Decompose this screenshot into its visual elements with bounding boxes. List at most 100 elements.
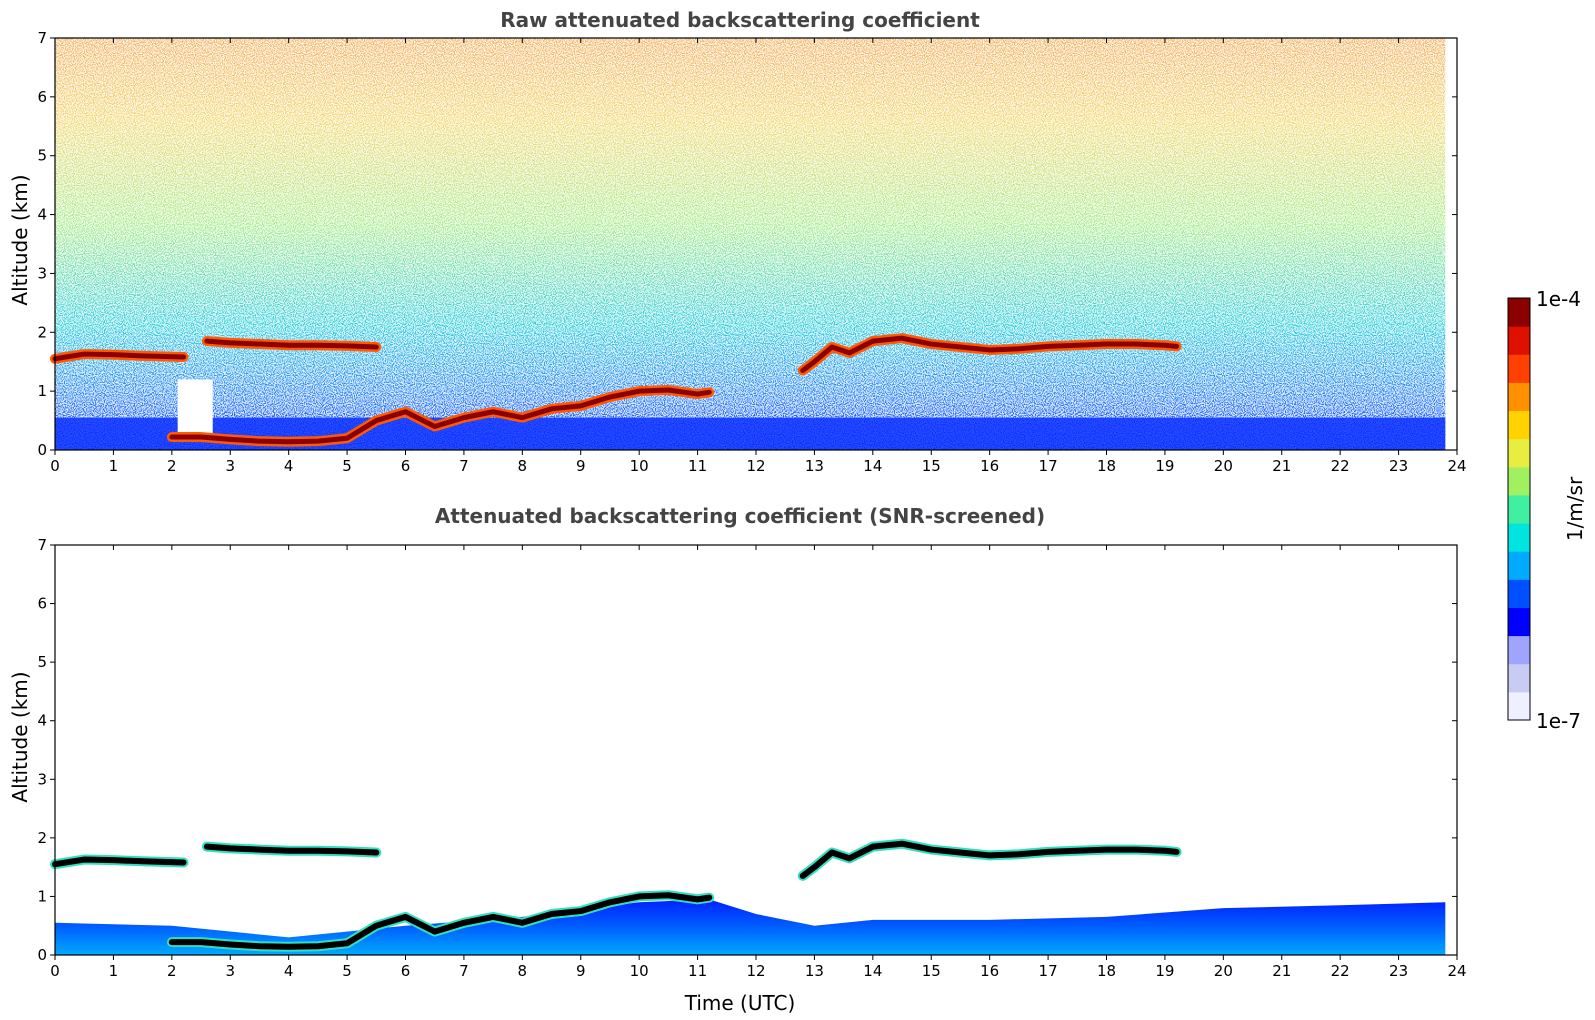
y-tick-label: 6: [37, 88, 47, 106]
raw-panel-title: Raw attenuated backscattering coefficien…: [500, 8, 980, 32]
x-tick-label: 22: [1331, 962, 1350, 980]
x-tick-label: 4: [284, 457, 294, 475]
x-tick-label: 19: [1155, 457, 1174, 475]
screened-x-axis-label: Time (UTC): [684, 991, 796, 1015]
x-tick-label: 18: [1097, 962, 1116, 980]
colorbar-step: [1508, 382, 1530, 412]
colorbar-step: [1508, 466, 1530, 496]
cloud-layer: [204, 338, 379, 350]
y-tick-label: 4: [37, 712, 47, 730]
x-tick-label: 23: [1389, 457, 1408, 475]
raw-y-axis-label: Altitude (km): [8, 174, 32, 305]
x-tick-label: 24: [1447, 962, 1466, 980]
x-tick-label: 13: [805, 457, 824, 475]
x-tick-label: 21: [1272, 962, 1291, 980]
x-tick-label: 24: [1447, 457, 1466, 475]
colorbar-step: [1508, 326, 1530, 355]
x-tick-label: 1: [109, 457, 119, 475]
x-tick-label: 8: [518, 962, 528, 980]
x-tick-label: 6: [401, 962, 411, 980]
colorbar-step: [1508, 410, 1530, 440]
y-tick-label: 2: [37, 323, 47, 341]
colorbar-step: [1508, 635, 1530, 665]
y-tick-label: 5: [37, 653, 47, 671]
colorbar-frame: [1507, 297, 1531, 721]
screened-cloud-layers: [50, 838, 1182, 952]
x-tick-label: 11: [688, 962, 707, 980]
colorbar: 1e-4 1e-7 1/m/sr: [1507, 287, 1587, 733]
x-tick-label: 11: [688, 457, 707, 475]
y-tick-label: 3: [37, 264, 47, 282]
colorbar-step: [1508, 438, 1530, 468]
cloud-layer: [168, 892, 713, 950]
raw-x-ticks: 0 1 2 3 4 5 6 7 8 9 10 11 12 13 14 15 16 17 18 19 20 21 22 23 24: [50, 38, 1467, 475]
x-tick-label: 19: [1155, 962, 1174, 980]
x-tick-label: 6: [401, 457, 411, 475]
x-tick-label: 7: [459, 962, 469, 980]
colorbar-max-label: 1e-4: [1536, 287, 1581, 311]
cloud-layer: [800, 335, 1180, 374]
cloud-layer: [52, 856, 187, 868]
y-tick-label: 1: [37, 887, 47, 905]
x-tick-label: 3: [225, 962, 235, 980]
colorbar-step: [1508, 579, 1530, 608]
screened-boundary-layer: [55, 899, 1446, 955]
colorbar-step: [1508, 607, 1530, 637]
x-tick-label: 13: [805, 962, 824, 980]
x-tick-label: 20: [1214, 962, 1233, 980]
cloud-layer: [799, 840, 1180, 879]
x-tick-label: 3: [225, 457, 235, 475]
y-tick-label: 2: [37, 829, 47, 847]
x-tick-label: 17: [1039, 962, 1058, 980]
y-tick-label: 6: [37, 595, 47, 613]
x-tick-label: 16: [980, 457, 999, 475]
x-tick-label: 15: [922, 457, 941, 475]
cloud-layer: [203, 843, 380, 856]
colorbar-min-label: 1e-7: [1536, 709, 1581, 733]
cloud-layer: [52, 351, 187, 362]
x-tick-label: 10: [630, 457, 649, 475]
raw-panel: Raw attenuated backscattering coefficien…: [8, 8, 1467, 475]
x-tick-label: 14: [863, 457, 882, 475]
x-tick-label: 18: [1097, 457, 1116, 475]
colorbar-step: [1508, 691, 1530, 721]
colorbar-step: [1508, 298, 1530, 327]
x-tick-label: 12: [746, 457, 765, 475]
screened-y-ticks: 0 1 2 3 4 5 6 7: [37, 536, 1457, 964]
y-tick-label: 7: [37, 536, 47, 554]
x-tick-label: 2: [167, 962, 177, 980]
x-tick-label: 9: [576, 457, 586, 475]
raw-noise-speckle: [55, 38, 1446, 450]
y-tick-label: 1: [37, 382, 47, 400]
x-tick-label: 9: [576, 962, 586, 980]
x-tick-label: 16: [980, 962, 999, 980]
x-tick-label: 0: [50, 962, 60, 980]
colorbar-step: [1508, 663, 1530, 693]
colorbar-steps: [1508, 298, 1530, 721]
screened-plot-frame: [54, 544, 1458, 956]
cloud-layer: [169, 387, 712, 445]
x-tick-label: 5: [342, 962, 352, 980]
raw-y-ticks: 0 1 2 3 4 5 6 7: [37, 29, 1457, 459]
raw-backscatter-field: [55, 38, 1446, 450]
colorbar-step: [1508, 523, 1530, 552]
x-tick-label: 15: [922, 962, 941, 980]
raw-cloud-layers: [50, 333, 1182, 447]
y-tick-label: 5: [37, 147, 47, 165]
y-tick-label: 4: [37, 206, 47, 224]
colorbar-step: [1508, 494, 1530, 524]
x-tick-label: 1: [109, 962, 119, 980]
colorbar-unit-label: 1/m/sr: [1563, 476, 1587, 541]
colorbar-step: [1508, 354, 1530, 383]
screened-panel: Attenuated backscattering coefficient (S…: [8, 504, 1467, 1015]
x-tick-label: 7: [459, 457, 469, 475]
x-tick-label: 5: [342, 457, 352, 475]
raw-gap-region: [177, 379, 213, 436]
x-tick-label: 12: [746, 962, 765, 980]
x-tick-label: 20: [1214, 457, 1233, 475]
colorbar-step: [1508, 551, 1530, 580]
x-tick-label: 21: [1272, 457, 1291, 475]
x-tick-label: 22: [1331, 457, 1350, 475]
x-tick-label: 4: [284, 962, 294, 980]
screened-x-ticks: 0 1 2 3 4 5 6 7 8 9 10 11 12 13 14 15 16 17 18 19 20 21 22 23 24: [50, 545, 1467, 980]
